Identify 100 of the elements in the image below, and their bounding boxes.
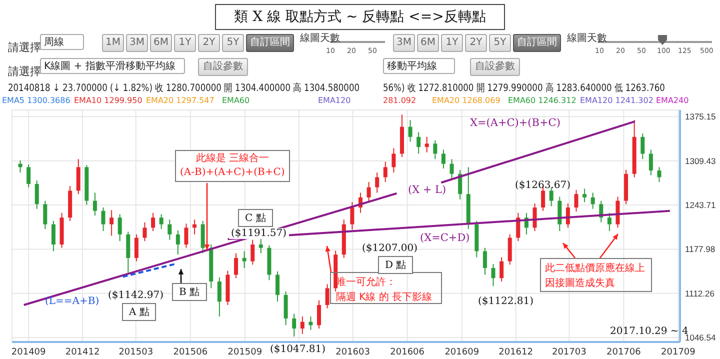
text: 5Y: [489, 34, 511, 52]
candlestick: [300, 316, 304, 334]
text: 請選擇: [8, 64, 41, 79]
candlestick: [151, 212, 156, 232]
candlestick: [101, 207, 106, 232]
candlestick: [648, 149, 653, 176]
y-tick-label: 1375.15: [685, 112, 716, 122]
candlestick: [217, 276, 222, 317]
candlestick: [416, 132, 421, 154]
text: 請選擇: [8, 40, 41, 55]
annotation: D 點: [378, 256, 414, 274]
text: K線圖 + 指數平滑移動平均線: [40, 58, 185, 74]
candlestick: [258, 237, 263, 254]
x-tick-label: 201506: [173, 347, 208, 358]
text: EMA120 1241.302: [580, 96, 654, 105]
candlestick: [176, 230, 180, 256]
text: 1Y: [174, 34, 196, 52]
x-tick-label: 201503: [118, 347, 154, 358]
candlestick: [110, 210, 114, 236]
annotation: 此線是 三線合一 (A-B)+(A+C)+(B+C): [175, 150, 290, 182]
text: ($1047.81): [268, 344, 328, 355]
text: 自設參數: [198, 58, 248, 76]
text: 線圖天數: [567, 33, 607, 44]
annotation: A 點: [122, 303, 156, 321]
candlestick: [276, 270, 280, 302]
candlestick: [76, 158, 80, 195]
text: 6M: [417, 34, 439, 52]
x-tick-label: 201412: [65, 347, 100, 358]
x-tick-label: 201606: [390, 347, 425, 358]
text: EMA20 1268.069: [432, 96, 500, 105]
candlestick: [508, 234, 512, 266]
text: 3M: [126, 34, 148, 52]
candlestick: [424, 136, 429, 153]
annotation: 此二低點價原應在線上: [545, 262, 645, 275]
text: 20140818 ↓ 23.700000 (↓ 1.82%) 收 1280.700000 開 1304.400000 高 1304.580000: [8, 82, 360, 95]
candlestick: [200, 220, 205, 254]
x-tick-label: 201509: [228, 347, 262, 358]
text: EMA60 1246.312: [508, 96, 576, 105]
text: 56%) 收 1272.810000 開 1279.990000 高 1283.640000 低 1263.760: [383, 82, 665, 95]
text: 自訂區間: [246, 34, 294, 52]
candlestick: [51, 220, 56, 252]
text: 6M: [150, 34, 172, 52]
text: EMA20 1297.547: [146, 96, 214, 105]
text: 3M: [393, 34, 415, 52]
text: 自設參數: [470, 58, 520, 76]
candlestick: [383, 161, 388, 182]
annotation: ($1122.81): [478, 296, 534, 307]
candlestick: [134, 234, 138, 262]
candlestick: [234, 252, 238, 279]
annotation: ($1263.67): [515, 180, 571, 191]
candlestick: [607, 212, 612, 232]
candlestick: [43, 200, 48, 230]
x-tick-label: 201603: [336, 347, 370, 358]
text: 1M: [102, 34, 124, 52]
text: EMA120: [318, 96, 351, 105]
text: 線圖天數: [300, 33, 340, 44]
annotation: X=(A+C)+(B+C): [470, 117, 560, 129]
candlestick: [34, 180, 39, 210]
annotation: (L==A+B): [45, 296, 100, 307]
text: 281.092: [383, 96, 416, 105]
candlestick: [500, 256, 504, 282]
candlestick: [450, 158, 454, 180]
candlestick: [142, 222, 147, 242]
candlestick: [574, 190, 578, 212]
candlestick: [159, 214, 164, 230]
text: EMA60: [222, 96, 250, 105]
candlestick: [168, 219, 172, 240]
text: 周線: [40, 34, 84, 50]
candlestick: [92, 192, 97, 216]
x-tick-label: 201709: [661, 347, 696, 358]
candlestick: [516, 212, 520, 242]
x-tick-label: 201409: [11, 347, 46, 358]
candlestick: [408, 120, 412, 142]
candlestick: [292, 313, 296, 338]
annotation: (X + L): [408, 184, 446, 196]
candlestick: [482, 247, 487, 276]
y-tick-label: 1046.54: [685, 332, 716, 343]
candlestick: [590, 192, 595, 210]
candlestick: [118, 214, 122, 242]
annotation: B 點: [172, 283, 207, 301]
y-tick-label: 1177.98: [685, 244, 716, 254]
annotation: ($1207.00): [362, 243, 418, 254]
candlestick: [375, 172, 380, 194]
y-tick-label: 1309.43: [685, 156, 716, 166]
text: 1Y: [441, 34, 463, 52]
candlestick: [184, 223, 188, 248]
x-tick-label: 201609: [444, 347, 480, 358]
annotation: ($1191.57): [229, 228, 289, 239]
text: 5Y: [222, 34, 244, 52]
text: 2Y: [465, 34, 487, 52]
x-tick-label: 201612: [498, 347, 533, 358]
candlestick: [433, 140, 438, 160]
annotation: (X=C+D): [420, 232, 470, 244]
x-tick-label: 201706: [606, 347, 642, 358]
candlestick: [26, 164, 31, 188]
annotation: 隔週 K線 的 長下影線: [336, 291, 432, 304]
annotation: 因接圖造成失真: [545, 276, 615, 290]
text: 自訂區間: [513, 34, 561, 52]
text: 2Y: [198, 34, 220, 52]
candlestick: [325, 284, 330, 309]
